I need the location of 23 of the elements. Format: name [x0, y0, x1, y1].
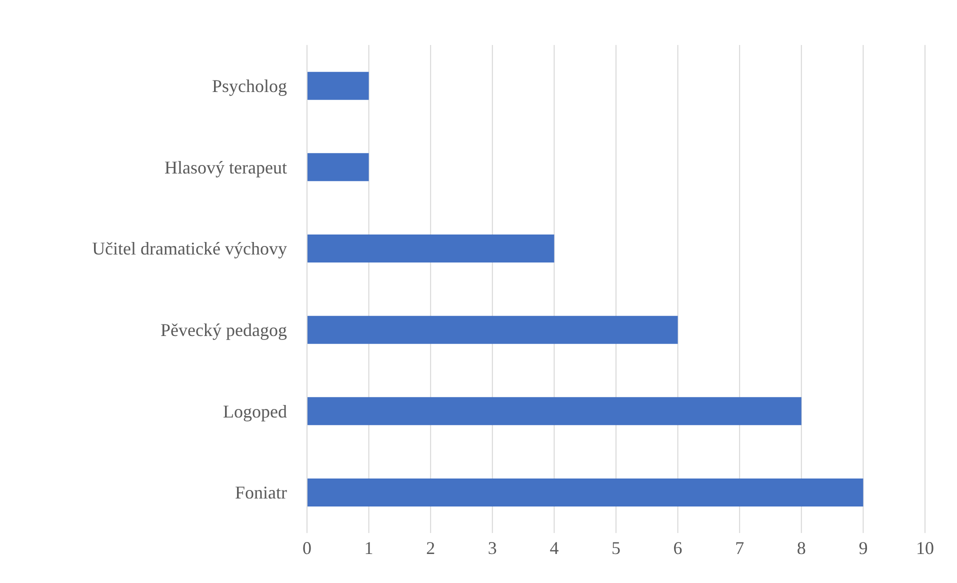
x-tick-label: 6: [673, 538, 682, 558]
bar: [307, 72, 369, 100]
x-tick-label: 4: [550, 538, 559, 558]
y-tick-label: Logoped: [223, 401, 287, 422]
x-tick-label: 7: [735, 538, 744, 558]
x-tick-label: 3: [488, 538, 497, 558]
y-tick-label: Psycholog: [212, 76, 287, 96]
bar: [307, 478, 864, 507]
x-tick-label: 0: [302, 538, 312, 558]
x-tick-label: 10: [916, 538, 934, 558]
x-tick-label: 2: [426, 538, 436, 558]
x-tick-label: 5: [612, 538, 620, 558]
x-tick-label: 8: [796, 538, 806, 558]
x-tick-label: 1: [364, 538, 374, 558]
bar: [307, 316, 678, 344]
y-tick-label: Pěvecký pedagog: [160, 320, 287, 340]
bar: [307, 234, 554, 263]
bar: [307, 397, 802, 426]
bar: [307, 153, 369, 182]
y-tick-label: Foniatr: [235, 482, 287, 503]
x-tick-label: 9: [858, 538, 868, 558]
y-tick-label: Učitel dramatické výchovy: [92, 238, 287, 259]
y-tick-label: Hlasový terapeut: [164, 157, 287, 178]
